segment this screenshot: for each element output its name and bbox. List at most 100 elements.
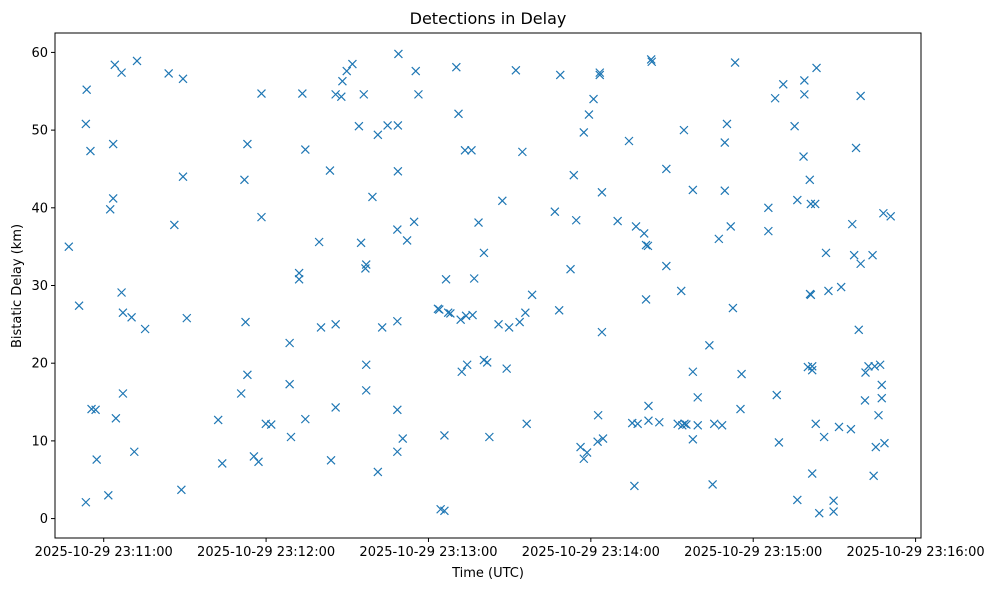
data-point [693, 420, 703, 430]
data-point [504, 323, 514, 332]
data-point [644, 416, 653, 426]
data-point [736, 404, 745, 414]
data-point [469, 274, 479, 283]
data-point [176, 485, 186, 495]
data-point [688, 367, 698, 377]
data-point [316, 323, 326, 332]
data-point [373, 467, 383, 477]
y-tick-label: 10 [31, 434, 48, 449]
data-point [810, 199, 820, 209]
data-point [468, 310, 477, 320]
data-point [763, 203, 773, 213]
data-point [127, 312, 137, 322]
data-point [814, 508, 824, 518]
y-tick-label: 60 [31, 46, 48, 61]
data-point [392, 225, 402, 234]
data-point [579, 454, 589, 464]
data-point [347, 59, 357, 69]
data-point [440, 506, 449, 516]
data-point [770, 93, 780, 103]
data-point [860, 396, 870, 405]
data-point [737, 369, 747, 379]
data-point [414, 89, 423, 99]
data-point [778, 79, 788, 89]
data-point [829, 507, 839, 517]
data-point [681, 420, 691, 429]
data-point [854, 325, 864, 335]
data-point [576, 442, 585, 452]
y-axis-label: Bistatic Delay (km) [10, 224, 25, 348]
data-point [806, 290, 816, 300]
data-point [479, 248, 489, 258]
data-point [383, 121, 393, 130]
data-point [644, 401, 653, 411]
data-point [342, 66, 352, 76]
data-point [856, 91, 866, 101]
data-point [807, 365, 817, 375]
data-point [571, 215, 581, 225]
data-point [178, 172, 188, 182]
data-point [880, 438, 889, 448]
data-point [240, 175, 249, 185]
data-point [709, 419, 719, 429]
data-point [726, 222, 736, 231]
data-point [392, 447, 402, 457]
data-point [688, 434, 698, 444]
data-point [451, 62, 461, 72]
data-point [569, 170, 579, 180]
data-point [834, 422, 844, 432]
data-point [254, 457, 263, 467]
data-point [851, 143, 861, 153]
data-point [257, 89, 266, 99]
data-point [132, 56, 142, 66]
data-point [502, 364, 512, 374]
data-point [441, 274, 451, 284]
data-point [856, 259, 866, 269]
data-point [74, 301, 84, 311]
data-point [799, 152, 808, 161]
data-point [593, 437, 603, 447]
data-point [554, 305, 564, 315]
data-point [643, 241, 653, 251]
data-point [462, 360, 472, 370]
data-point [373, 130, 383, 140]
data-point [82, 85, 92, 95]
data-point [482, 357, 492, 367]
data-point [361, 385, 371, 395]
data-point [624, 136, 634, 146]
data-point [582, 448, 592, 457]
data-point [878, 208, 888, 218]
data-point [654, 417, 664, 427]
data-point [86, 146, 95, 156]
data-point [118, 389, 128, 398]
data-point [722, 119, 732, 129]
data-point [805, 175, 815, 185]
data-point [861, 368, 870, 377]
data-point [402, 236, 412, 245]
data-point [579, 128, 589, 137]
data-point [294, 274, 304, 284]
data-point [728, 303, 738, 313]
y-tick-label: 20 [31, 357, 48, 372]
data-point [598, 434, 608, 443]
data-point [629, 481, 639, 491]
data-point [877, 380, 887, 390]
data-point [864, 361, 873, 371]
data-point [103, 490, 113, 500]
data-point [81, 119, 91, 129]
x-tick-label: 2025-10-29 23:16:00 [847, 545, 985, 560]
data-point [368, 192, 377, 202]
data-point [595, 68, 605, 78]
data-point [454, 109, 463, 119]
data-point [688, 185, 698, 195]
y-tick-label: 50 [31, 124, 48, 139]
y-tick-label: 0 [40, 512, 48, 527]
data-point [886, 211, 896, 221]
data-point [661, 164, 671, 174]
plot-area [64, 49, 896, 518]
data-point [409, 217, 419, 227]
data-point [597, 187, 607, 197]
data-point [111, 413, 121, 423]
data-point [331, 403, 341, 412]
